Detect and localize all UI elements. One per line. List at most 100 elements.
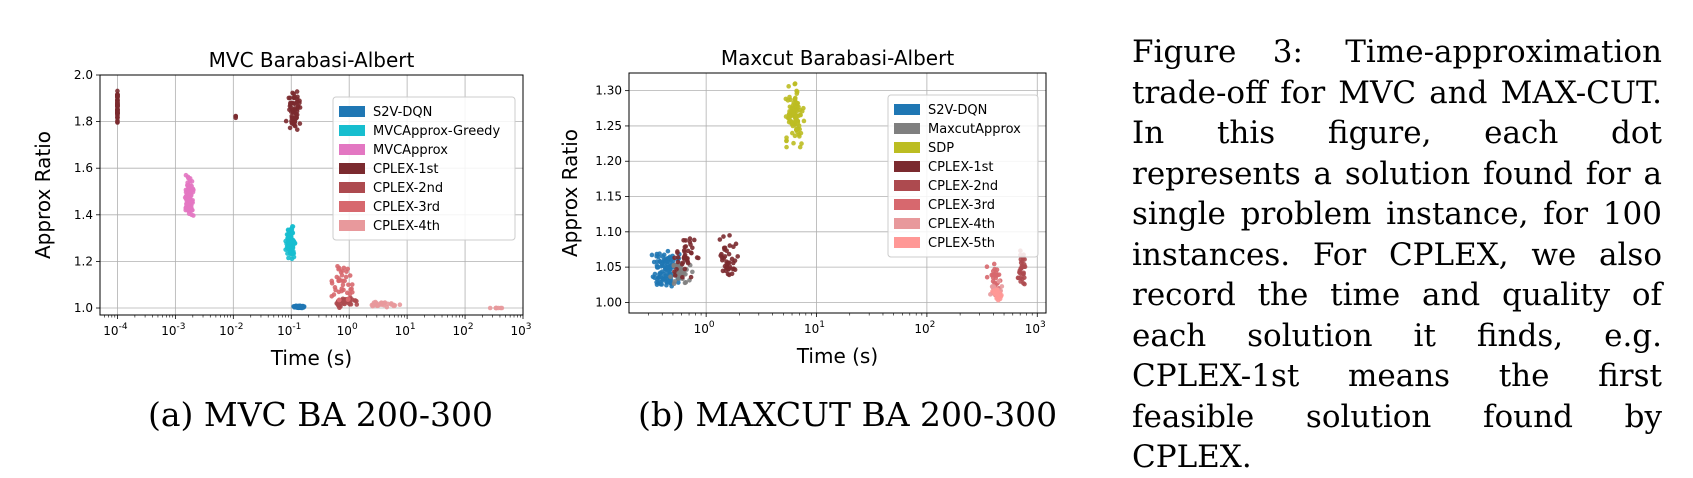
- point-mvcapprox: [186, 191, 192, 197]
- point-sdp: [787, 108, 792, 114]
- point-cplex-1st: [679, 261, 685, 267]
- point-sdp: [790, 119, 795, 125]
- point-sdp: [795, 126, 801, 131]
- point-cplex-4th: [380, 301, 386, 306]
- point-cplex-2nd: [1020, 271, 1026, 277]
- point-cplex-1st: [115, 100, 120, 106]
- point-cplex-1st: [735, 254, 741, 259]
- point-mvcapprox-greedy: [290, 230, 296, 236]
- legend-label: CPLEX-1st: [373, 162, 438, 177]
- legend-swatch: [339, 163, 365, 174]
- legend-label: MVCApprox: [373, 143, 448, 158]
- maxcut-chart: Maxcut Barabasi-Albert 100 101 102 103 1.00 1.…: [558, 46, 1047, 368]
- point-cplex-1st: [288, 109, 294, 115]
- point-cplex-2nd: [340, 298, 346, 304]
- point-cplex-1st: [726, 266, 732, 271]
- point-cplex-2nd: [347, 301, 353, 307]
- legend-label: CPLEX-2nd: [928, 179, 998, 194]
- point-cplex-2nd: [334, 301, 339, 306]
- legend-swatch: [894, 237, 920, 248]
- point-cplex-1st: [115, 107, 120, 112]
- point-cplex-1st: [719, 251, 724, 257]
- legend-swatch: [894, 180, 920, 191]
- point-mvcapprox: [187, 199, 193, 205]
- legend-label: CPLEX-5th: [928, 236, 995, 251]
- point-s2v-dqn: [665, 248, 671, 254]
- legend-swatch: [339, 106, 365, 117]
- figure-caption: Figure 3: Time-approximation trade-off f…: [1132, 32, 1662, 478]
- point-cplex-1st: [283, 118, 289, 124]
- point-cplex-1st: [682, 249, 687, 255]
- point-cplex-4th: [397, 302, 403, 307]
- point-cplex-3rd: [340, 278, 346, 284]
- legend-swatch: [894, 142, 920, 153]
- legend-label: CPLEX-4th: [928, 217, 995, 232]
- point-sdp: [798, 130, 804, 136]
- y-axis-label: Approx Ratio: [558, 129, 582, 257]
- x-tick-label: 101: [395, 322, 416, 338]
- point-cplex-1st: [727, 243, 733, 248]
- point-cplex-1st: [294, 112, 300, 118]
- point-cplex-1st: [724, 259, 729, 265]
- point-s2v-dqn: [657, 258, 663, 264]
- y-tick-label: 1.20: [595, 154, 622, 168]
- point-mvcapprox-greedy: [286, 235, 291, 240]
- point-sdp: [789, 130, 795, 136]
- point-maxcutapprox: [672, 279, 677, 284]
- point-s2v-dqn: [663, 273, 668, 279]
- point-cplex-1st: [292, 106, 298, 111]
- point-cplex-3rd: [345, 266, 351, 272]
- plot-frame: [99, 74, 524, 316]
- point-cplex-3rd: [341, 265, 347, 271]
- subcaption-b: (b) MAXCUT BA 200-300: [638, 395, 1058, 434]
- point-s2v-dqn: [667, 268, 672, 273]
- legend-label: S2V-DQN: [928, 103, 987, 118]
- y-tick-label: 1.4: [74, 208, 93, 222]
- legend-label: S2V-DQN: [373, 105, 432, 120]
- x-tick-label: 102: [914, 320, 935, 336]
- point-s2v-dqn: [661, 252, 667, 258]
- point-cplex-1st: [680, 274, 685, 280]
- point-s2v-dqn: [654, 282, 660, 287]
- point-cplex-1st: [294, 89, 300, 94]
- legend-swatch: [894, 199, 920, 210]
- mvc-chart: MVC Barabasi-Albert 10-4 10-3 10-2 10-1 100 10…: [31, 48, 532, 370]
- chart-title: MVC Barabasi-Albert: [209, 48, 415, 72]
- legend-swatch: [339, 201, 365, 212]
- point-sdp: [792, 81, 798, 87]
- point-s2v-dqn: [657, 251, 662, 257]
- point-cplex-3rd: [329, 278, 335, 284]
- x-tick-label: 102: [453, 322, 474, 338]
- y-tick-label: 1.0: [74, 301, 93, 315]
- x-tick-label: 100: [337, 322, 358, 338]
- point-sdp: [796, 104, 801, 110]
- point-cplex-2nd: [1022, 275, 1027, 280]
- point-s2v-dqn: [656, 275, 661, 280]
- point-cplex-3rd: [984, 274, 990, 280]
- point-cplex-3rd: [346, 282, 351, 288]
- point-cplex-1st: [288, 105, 294, 110]
- point-cplex-1st: [672, 255, 677, 261]
- point-cplex-1st: [288, 100, 293, 106]
- point-cplex-3rd: [992, 271, 997, 277]
- legend-label: CPLEX-3rd: [928, 198, 995, 213]
- point-mvcapprox: [189, 179, 195, 184]
- legend-label: CPLEX-4th: [373, 219, 440, 234]
- point-cplex-1st: [115, 118, 120, 123]
- point-s2v-dqn: [664, 282, 669, 288]
- point-mvcapprox: [190, 186, 196, 192]
- point-cplex-1st: [726, 251, 732, 257]
- point-sdp: [791, 110, 796, 116]
- point-cplex-1st: [115, 112, 120, 117]
- point-cplex-1st: [291, 115, 296, 121]
- plot-frame: [628, 72, 1047, 314]
- point-sdp: [784, 138, 789, 143]
- y-tick-label: 2.0: [74, 68, 93, 82]
- point-cplex-1st: [681, 237, 686, 243]
- x-tick-label: 103: [1025, 320, 1046, 336]
- point-cplex-1st: [233, 115, 239, 121]
- point-sdp: [790, 102, 796, 108]
- point-cplex-4th: [999, 284, 1005, 289]
- legend-label: CPLEX-3rd: [373, 200, 440, 215]
- point-cplex-4th: [991, 284, 997, 289]
